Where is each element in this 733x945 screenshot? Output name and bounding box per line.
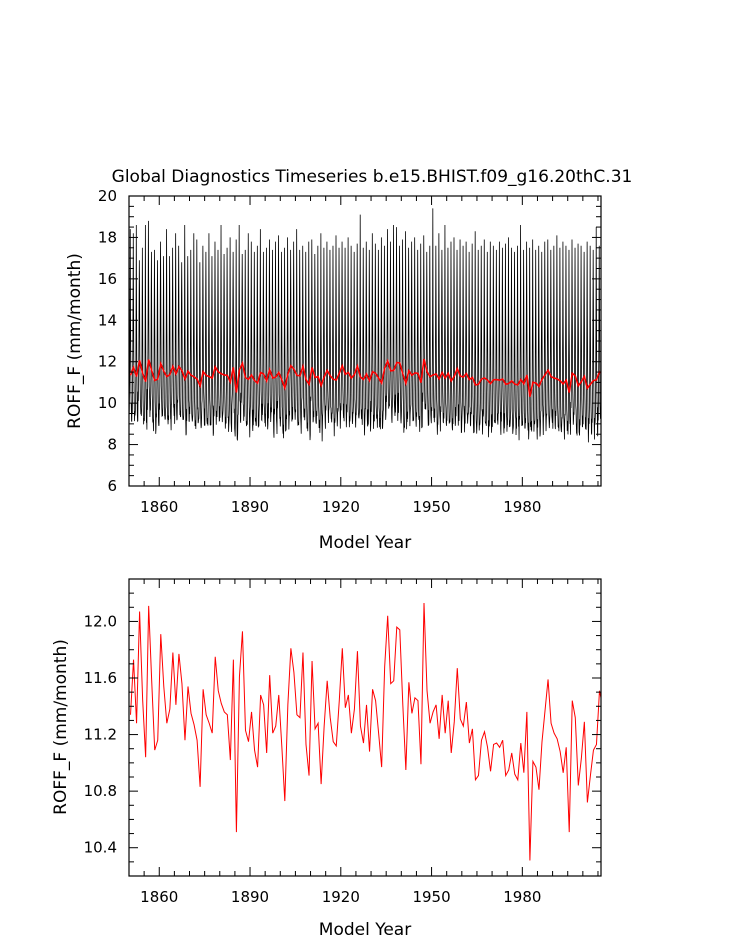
x-tick-label: 1950 [412,888,450,906]
y-tick-label: 11.2 [84,726,117,744]
y-tick-label: 16 [98,270,117,288]
y-tick-label: 14 [98,311,117,329]
top-ticks: 1860 1890 1920 1950 1980 6 8 10 12 14 16 18 20 [98,187,601,516]
bottom-series-group [130,603,601,861]
y-tick-label: 11.6 [84,669,117,687]
top-x-axis-label: Model Year [319,533,411,553]
x-tick-label: 1920 [322,498,360,516]
bottom-y-axis-label: ROFF_F (mm/month) [51,639,71,815]
x-tick-label: 1890 [231,498,269,516]
x-tick-label: 1980 [503,888,541,906]
x-tick-label: 1860 [140,498,178,516]
bottom-plot-frame [128,578,602,877]
x-tick-label: 1980 [503,498,541,516]
chart-title: Global Diagnostics Timeseries b.e15.BHIS… [112,167,633,187]
y-tick-label: 10 [98,394,117,412]
y-tick-label: 20 [98,187,117,205]
bottom-panel: 1860 1890 1920 1950 1980 10.4 10.8 11.2 11.6 12.0… [51,578,602,940]
annual-mean-series-line [130,603,601,861]
top-series-group [129,208,601,443]
top-panel: 1860 1890 1920 1950 1980 6 8 10 12 14 16 18 20 ROFF_… [65,187,602,553]
y-tick-label: 10.4 [84,839,117,857]
top-y-axis-label: ROFF_F (mm/month) [65,253,85,429]
x-tick-label: 1860 [140,888,178,906]
y-tick-label: 10.8 [84,782,117,800]
monthly-series-line [129,208,601,443]
y-tick-label: 12.0 [84,612,117,630]
bottom-x-axis-label: Model Year [319,920,411,940]
x-tick-label: 1920 [322,888,360,906]
bottom-ticks: 1860 1890 1920 1950 1980 10.4 10.8 11.2 11.6 12.0 [84,578,601,906]
x-tick-label: 1950 [412,498,450,516]
y-tick-label: 6 [107,477,117,495]
x-tick-label: 1890 [231,888,269,906]
y-tick-label: 8 [107,436,117,454]
annual-mean-series-line [129,358,601,397]
y-tick-label: 12 [98,353,117,371]
y-tick-label: 18 [98,228,117,246]
